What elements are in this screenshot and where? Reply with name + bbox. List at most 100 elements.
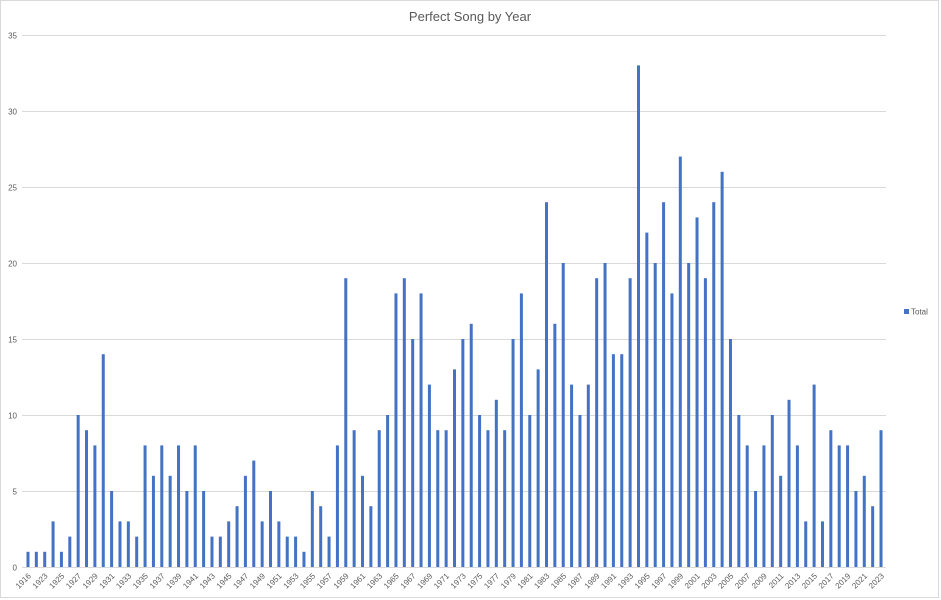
bar xyxy=(486,430,490,567)
bar xyxy=(402,278,406,567)
bar xyxy=(720,171,724,568)
y-tick-label: 25 xyxy=(8,184,17,193)
bar xyxy=(93,445,97,567)
bar xyxy=(260,521,264,567)
bar xyxy=(386,415,390,567)
bar xyxy=(143,445,147,567)
bar xyxy=(210,536,214,567)
bar xyxy=(728,339,732,567)
legend-swatch xyxy=(904,309,909,314)
bar xyxy=(812,384,816,567)
bar xyxy=(620,354,624,567)
bar xyxy=(327,536,331,567)
bar xyxy=(436,430,440,567)
y-tick-label: 10 xyxy=(8,412,17,421)
y-tick-label: 20 xyxy=(8,260,17,269)
bar xyxy=(670,293,674,567)
y-axis-tick-labels: 0 5 10 15 20 25 30 35 xyxy=(8,32,17,573)
bar xyxy=(294,536,298,567)
chart-title: Perfect Song by Year xyxy=(409,9,532,24)
bar xyxy=(804,521,808,567)
gridlines xyxy=(22,35,886,568)
bar xyxy=(837,445,841,567)
bar xyxy=(59,551,63,567)
bar xyxy=(662,202,666,567)
y-tick-label: 0 xyxy=(13,564,18,573)
bar xyxy=(795,445,799,567)
bar xyxy=(269,491,273,567)
bar xyxy=(879,430,883,567)
bar xyxy=(76,415,80,567)
bar xyxy=(444,430,448,567)
bar xyxy=(636,65,640,568)
bar xyxy=(411,339,415,567)
bar xyxy=(243,475,247,567)
bar xyxy=(762,445,766,567)
bar xyxy=(695,217,699,567)
bar xyxy=(503,430,507,567)
bar xyxy=(26,551,30,567)
bar xyxy=(252,460,256,567)
bar xyxy=(160,445,164,567)
bar xyxy=(478,415,482,567)
bar xyxy=(344,278,348,567)
legend-label: Total xyxy=(911,308,928,317)
bar xyxy=(820,521,824,567)
bar xyxy=(653,263,657,567)
bar xyxy=(787,399,791,567)
bar xyxy=(461,339,465,567)
bar xyxy=(528,415,532,567)
bar xyxy=(68,536,72,567)
bar xyxy=(578,415,582,567)
bar-series-total xyxy=(26,65,883,568)
bar xyxy=(561,263,565,567)
bar xyxy=(319,506,323,567)
bar xyxy=(218,536,222,567)
bar xyxy=(335,445,339,567)
bar xyxy=(511,339,515,567)
bar xyxy=(235,506,239,567)
bar xyxy=(43,551,47,567)
bar xyxy=(419,293,423,567)
bar xyxy=(595,278,599,567)
bar xyxy=(85,430,89,567)
bar xyxy=(193,445,197,567)
bar xyxy=(737,415,741,567)
bar xyxy=(168,475,172,567)
bar xyxy=(369,506,373,567)
bar xyxy=(862,475,866,567)
bar xyxy=(177,445,181,567)
bar xyxy=(754,491,758,567)
bar xyxy=(277,521,281,567)
bar xyxy=(586,384,590,567)
bar xyxy=(453,369,456,567)
bar xyxy=(519,293,523,567)
bar xyxy=(135,536,139,567)
bar xyxy=(101,354,105,567)
bar xyxy=(678,156,682,567)
bar xyxy=(770,415,774,567)
bar xyxy=(829,430,833,567)
y-tick-label: 30 xyxy=(8,108,17,117)
legend: Total xyxy=(904,308,928,317)
bar xyxy=(227,521,231,567)
y-tick-label: 5 xyxy=(13,488,18,497)
bar xyxy=(712,202,716,567)
bar xyxy=(745,445,749,567)
bar xyxy=(118,521,122,567)
bar xyxy=(871,506,875,567)
bar xyxy=(310,491,314,567)
bar xyxy=(34,551,38,567)
bar xyxy=(361,475,365,567)
bar xyxy=(427,384,431,567)
bar xyxy=(603,263,607,567)
bar xyxy=(779,475,783,567)
bar xyxy=(185,491,189,567)
bar xyxy=(628,278,632,567)
bar xyxy=(51,521,55,567)
bar xyxy=(469,323,473,567)
bar xyxy=(536,369,540,567)
bar xyxy=(553,323,557,567)
